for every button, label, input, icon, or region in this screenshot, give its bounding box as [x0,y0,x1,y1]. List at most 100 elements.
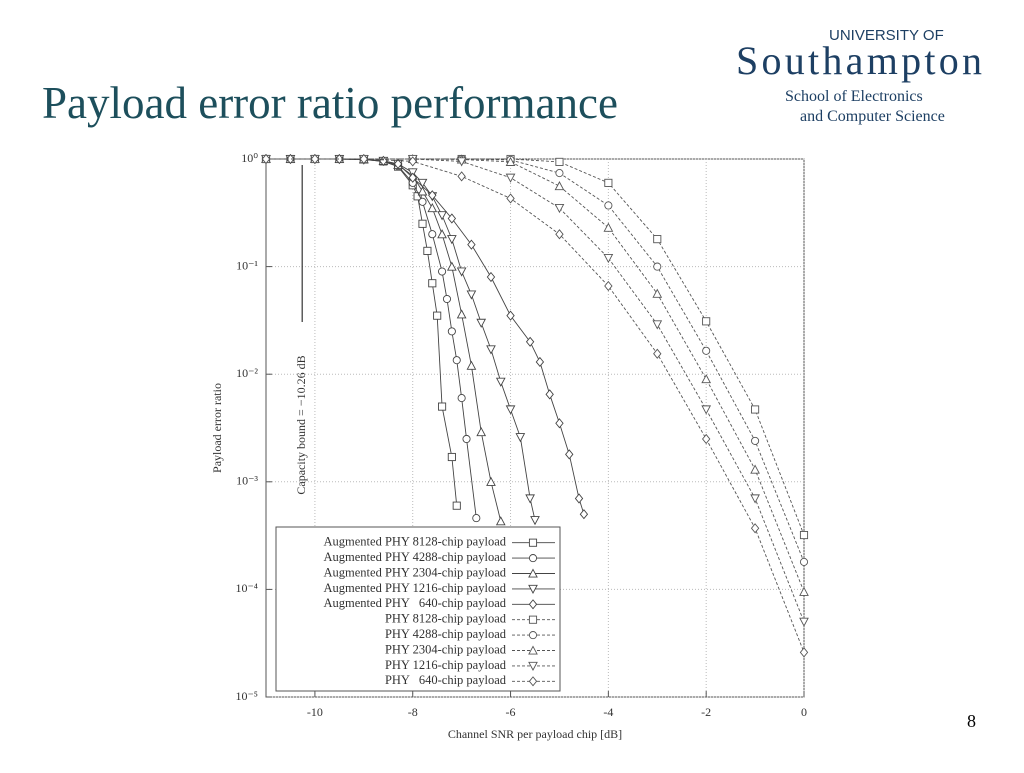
marker [604,280,613,292]
legend-marker [528,661,538,671]
marker [555,229,564,240]
legend-marker [528,599,538,610]
marker [428,279,437,288]
legend-label: PHY 4288-chip payload [385,627,507,641]
legend-label: Augmented PHY 4288-chip payload [324,550,507,564]
marker [486,271,496,283]
marker [486,345,496,355]
legend-label: Augmented PHY 640-chip payload [324,596,507,610]
marker [750,523,760,534]
marker [417,178,428,188]
marker [799,617,809,627]
marker [554,204,565,214]
marker [310,153,320,165]
marker [702,346,711,355]
marker [456,157,467,167]
marker [495,377,506,387]
marker [433,311,442,320]
marker [702,433,711,445]
marker [751,405,760,414]
marker [603,254,614,264]
marker [506,310,515,321]
x-tick-label: -6 [506,705,516,719]
marker [515,433,526,443]
marker [428,190,437,201]
marker [604,178,613,187]
marker [452,356,461,365]
legend-marker [528,645,538,655]
marker [653,348,662,359]
y-axis-label: Payload error ratio [210,383,224,473]
marker [555,418,564,429]
marker [579,509,589,520]
page-number: 8 [967,711,976,731]
marker [359,153,368,165]
legend-marker [528,568,538,578]
marker [701,405,712,415]
marker [393,158,403,170]
marker [476,426,487,437]
marker [505,156,516,166]
marker [437,211,447,221]
legend-marker [528,676,538,687]
marker [574,493,584,504]
marker [286,153,295,165]
marker [799,530,809,540]
marker [565,449,574,460]
marker [702,317,711,326]
marker [554,181,565,191]
marker [447,452,456,462]
marker [408,172,417,183]
marker [452,501,461,510]
logo-text: School of Electronics [785,88,923,105]
marker [438,267,447,276]
marker [417,186,428,196]
marker [466,360,477,370]
legend-marker [528,554,538,563]
marker [652,288,663,298]
marker [525,336,535,347]
marker [442,294,452,304]
x-axis-label: Channel SNR per payload chip [dB] [448,727,622,741]
marker [447,235,457,245]
series-line [266,158,585,515]
marker [750,494,760,504]
legend-label: PHY 1216-chip payload [385,658,507,672]
series-line [266,158,805,622]
marker [525,494,535,504]
marker [505,405,516,415]
marker [456,309,467,319]
marker [447,327,456,336]
marker [418,219,427,228]
legend-label: Augmented PHY 2304-chip payload [324,565,507,579]
marker [476,318,487,328]
logo-text: UNIVERSITY OF [829,27,944,44]
y-tick-label: 10⁻⁴ [235,581,258,595]
marker [466,290,477,300]
y-tick-label: 10⁻⁵ [235,689,258,703]
plot-frame [265,158,805,698]
logo-text: Southampton [736,38,982,83]
legend-marker [528,615,538,624]
legend-label: PHY 640-chip payload [385,673,507,687]
marker [750,464,760,474]
marker [495,516,506,526]
marker [751,436,760,445]
marker [653,262,662,271]
marker [472,514,481,523]
x-tick-label: -10 [307,705,323,719]
marker [457,394,466,403]
marker [437,229,447,239]
marker [418,197,427,206]
legend-label: PHY 8128-chip payload [385,612,507,626]
marker [545,389,554,400]
legend-label: PHY 2304-chip payload [385,642,507,656]
legend-label: Augmented PHY 8128-chip payload [324,535,507,549]
marker [799,647,809,658]
x-tick-label: -4 [603,705,613,719]
marker [457,171,466,182]
marker [447,261,457,271]
marker [555,169,564,178]
